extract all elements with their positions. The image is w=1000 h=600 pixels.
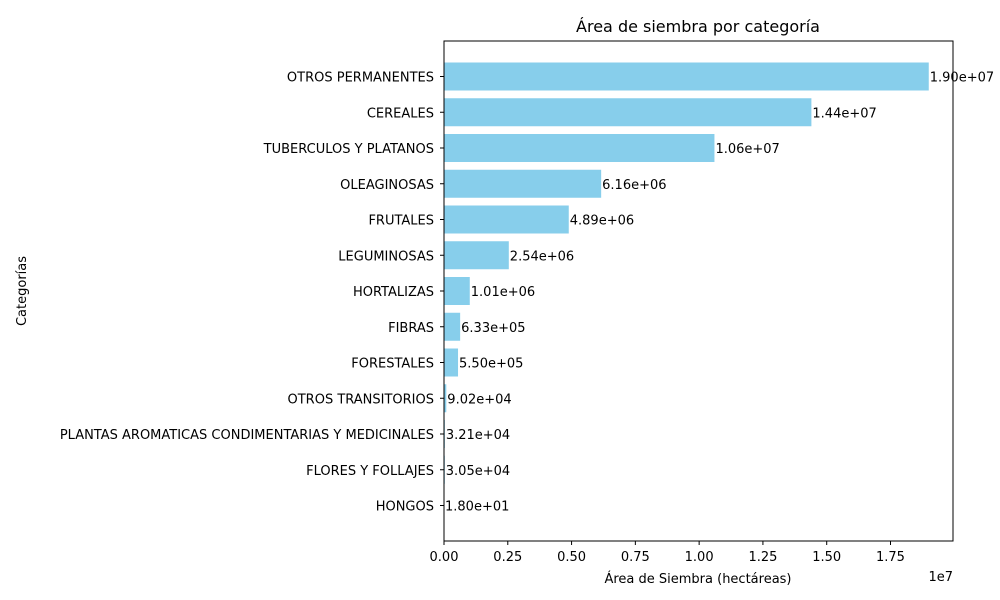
- bar: [444, 348, 459, 377]
- bar: [444, 98, 812, 127]
- x-tick-label: 0.25: [493, 550, 522, 565]
- bar-value-label: 9.02e+04: [447, 392, 511, 407]
- y-axis: OTROS PERMANENTES CEREALES TUBERCULOS Y PL…: [60, 71, 444, 515]
- bar-value-label: 6.33e+05: [461, 321, 525, 336]
- y-tick-label: HORTALIZAS: [353, 285, 434, 300]
- x-axis: 0.00 0.25 0.50 0.75 1.00 1.25 1.50 1.75: [430, 541, 905, 565]
- x-axis-offset-label: 1e7: [928, 570, 953, 585]
- x-axis-label: Área de Siembra (hectáreas): [604, 571, 791, 587]
- bar-value-label: 5.50e+05: [459, 357, 523, 372]
- x-tick-label: 1.75: [876, 550, 905, 565]
- bar: [444, 312, 461, 341]
- bar-value-label: 4.89e+06: [570, 214, 634, 229]
- y-tick-label: CEREALES: [367, 106, 434, 121]
- y-tick-label: PLANTAS AROMATICAS CONDIMENTARIAS Y MEDI…: [60, 428, 434, 443]
- x-tick-label: 0.00: [430, 550, 459, 565]
- bar-value-label: 1.06e+07: [715, 142, 779, 157]
- y-tick-label: FRUTALES: [368, 214, 434, 229]
- bar: [444, 241, 509, 270]
- y-axis-label: Categorías: [15, 256, 30, 326]
- y-tick-label: FIBRAS: [388, 321, 434, 336]
- x-tick-label: 1.50: [812, 550, 841, 565]
- y-tick-label: OTROS TRANSITORIOS: [288, 392, 435, 407]
- y-tick-label: TUBERCULOS Y PLATANOS: [263, 142, 434, 157]
- chart-title: Área de siembra por categoría: [576, 17, 820, 36]
- x-tick-label: 0.75: [621, 550, 650, 565]
- x-tick-label: 0.50: [557, 550, 586, 565]
- x-tick-label: 1.00: [685, 550, 714, 565]
- bar-value-label: 6.16e+06: [602, 178, 666, 193]
- bar: [444, 169, 602, 198]
- bar-value-label: 1.44e+07: [812, 106, 876, 121]
- bar: [444, 277, 470, 305]
- bar-value-label: 3.21e+04: [446, 428, 510, 443]
- bars-group: [444, 62, 929, 520]
- bar-value-label: 1.90e+07: [930, 71, 994, 86]
- y-tick-label: OTROS PERMANENTES: [287, 71, 434, 86]
- y-tick-label: FLORES Y FOLLAJES: [306, 464, 434, 479]
- y-tick-label: HONGOS: [376, 500, 434, 515]
- bar-value-label: 1.80e+01: [445, 500, 509, 515]
- bar: [444, 134, 715, 162]
- bar: [444, 62, 929, 91]
- bar-value-label: 1.01e+06: [471, 285, 535, 300]
- bar: [444, 384, 447, 413]
- bar: [444, 205, 569, 234]
- x-tick-label: 1.25: [748, 550, 777, 565]
- y-tick-label: LEGUMINOSAS: [338, 249, 434, 264]
- plot-frame: [443, 40, 954, 542]
- y-tick-label: OLEAGINOSAS: [340, 178, 434, 193]
- bar-value-label: 3.05e+04: [446, 464, 510, 479]
- data-labels-group: 1.90e+07 1.44e+07 1.06e+07 6.16e+06 4.89e+06…: [445, 71, 994, 515]
- y-tick-label: FORESTALES: [351, 357, 434, 372]
- bar-value-label: 2.54e+06: [510, 249, 574, 264]
